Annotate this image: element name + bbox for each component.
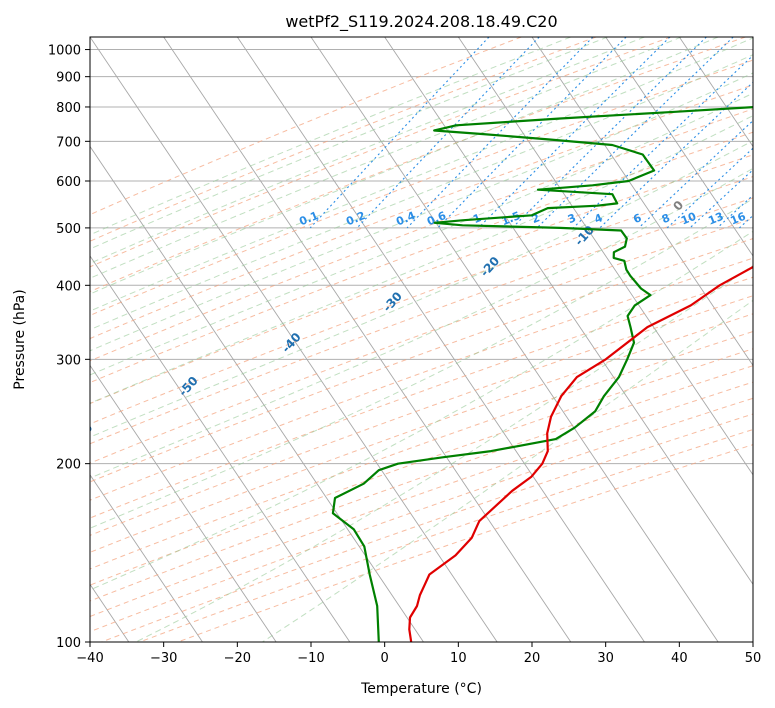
- dry-adiabat-line: [90, 176, 753, 425]
- isotherm-line: [236, 37, 645, 642]
- moist-adiabat-line: [90, 37, 682, 279]
- dry-adiabat-line: [90, 365, 753, 602]
- mixing-ratio-line: [406, 37, 594, 229]
- dry-adiabat-line: [90, 37, 746, 293]
- temperature-profile: [408, 265, 753, 642]
- isotherm-line: [384, 37, 753, 586]
- x-tick-label: 10: [450, 651, 467, 666]
- x-tick-label: 40: [671, 651, 688, 666]
- moist-adiabat-line: [90, 37, 571, 236]
- chart-title: wetPf2_S119.2024.208.18.49.C20: [285, 12, 557, 32]
- isotherm-line: [90, 364, 277, 642]
- mixing-ratio-label: 2: [530, 211, 542, 226]
- mixing-ratio-label: 3: [566, 211, 578, 226]
- moist-adiabat-line: [90, 115, 753, 404]
- y-axis-label: Pressure (hPa): [12, 289, 28, 389]
- moist-adiabat-line: [90, 167, 753, 479]
- dry-adiabat-line: [90, 154, 753, 405]
- mixing-ratio-label: 16: [729, 210, 748, 228]
- x-tick-label: 0: [381, 651, 389, 666]
- moist-adiabats: [90, 37, 753, 642]
- mixing-ratio-line: [638, 119, 753, 229]
- dewpoint-profile: [331, 106, 753, 642]
- dry-adiabat-line: [90, 217, 753, 464]
- isotherm-line: [163, 37, 572, 642]
- y-axis-ticks: 100 200 300 400 500 600 700 800 900 1000: [48, 44, 90, 651]
- dry-adiabat-line: [90, 276, 753, 519]
- y-tick-label: 1000: [48, 44, 81, 59]
- mixing-ratio-line: [478, 37, 671, 229]
- mixing-ratio-label: 13: [706, 210, 725, 228]
- moist-adiabat-line: [90, 54, 753, 331]
- isotherm-line: [310, 37, 719, 642]
- moist-adiabat-line: [135, 264, 753, 642]
- dry-adiabat-line: [90, 37, 671, 268]
- mixing-ratio-label: 8: [660, 211, 672, 226]
- mixing-ratio-line: [437, 37, 627, 229]
- y-tick-label: 700: [56, 135, 81, 150]
- x-tick-label: −20: [224, 651, 251, 666]
- x-tick-label: 50: [745, 651, 762, 666]
- moist-adiabat-line: [90, 198, 753, 529]
- isotherm-line: [90, 255, 351, 642]
- y-tick-label: 200: [56, 458, 81, 473]
- dry-adiabat-line: [90, 238, 753, 483]
- dry-adiabat-line: [90, 381, 753, 617]
- mixing-ratio-label: 10: [679, 210, 698, 228]
- moist-adiabat-line: [90, 230, 753, 591]
- moist-adiabat-line: [90, 72, 753, 352]
- x-tick-label: −40: [76, 651, 103, 666]
- x-tick-label: −30: [150, 651, 177, 666]
- y-tick-label: 900: [56, 71, 81, 86]
- isotherm-line: [90, 145, 424, 642]
- dry-adiabat-line: [90, 37, 597, 242]
- x-tick-label: 20: [524, 651, 541, 666]
- mixing-ratio-line: [536, 37, 734, 229]
- x-axis-ticks: −40 −30 −20 −10 0 10 20 30 40 50: [76, 642, 761, 666]
- isotherm-line: [531, 37, 753, 367]
- y-tick-label: 100: [56, 636, 81, 651]
- x-tick-label: 30: [597, 651, 614, 666]
- y-tick-label: 500: [56, 222, 81, 237]
- isotherm-line: [605, 37, 753, 257]
- moist-adiabat-line: [90, 140, 753, 438]
- moist-adiabat-line: [90, 37, 645, 264]
- y-tick-label: 300: [56, 353, 81, 368]
- y-tick-label: 400: [56, 279, 81, 294]
- x-axis-label: Temperature (°C): [360, 681, 482, 697]
- plot-area: 0.10.20.40.611.52346810131620253036-100-…: [90, 37, 753, 642]
- y-tick-label: 600: [56, 175, 81, 190]
- isotherm-line: [90, 37, 498, 642]
- moist-adiabat-line: [262, 299, 753, 642]
- plot-frame: [89, 36, 754, 643]
- isotherm-line: [678, 37, 753, 148]
- x-tick-label: −10: [297, 651, 324, 666]
- moist-adiabat-line: [90, 37, 719, 295]
- moist-adiabat-line: [90, 37, 608, 250]
- isotherm-line: [90, 474, 203, 642]
- y-tick-label: 800: [56, 101, 81, 116]
